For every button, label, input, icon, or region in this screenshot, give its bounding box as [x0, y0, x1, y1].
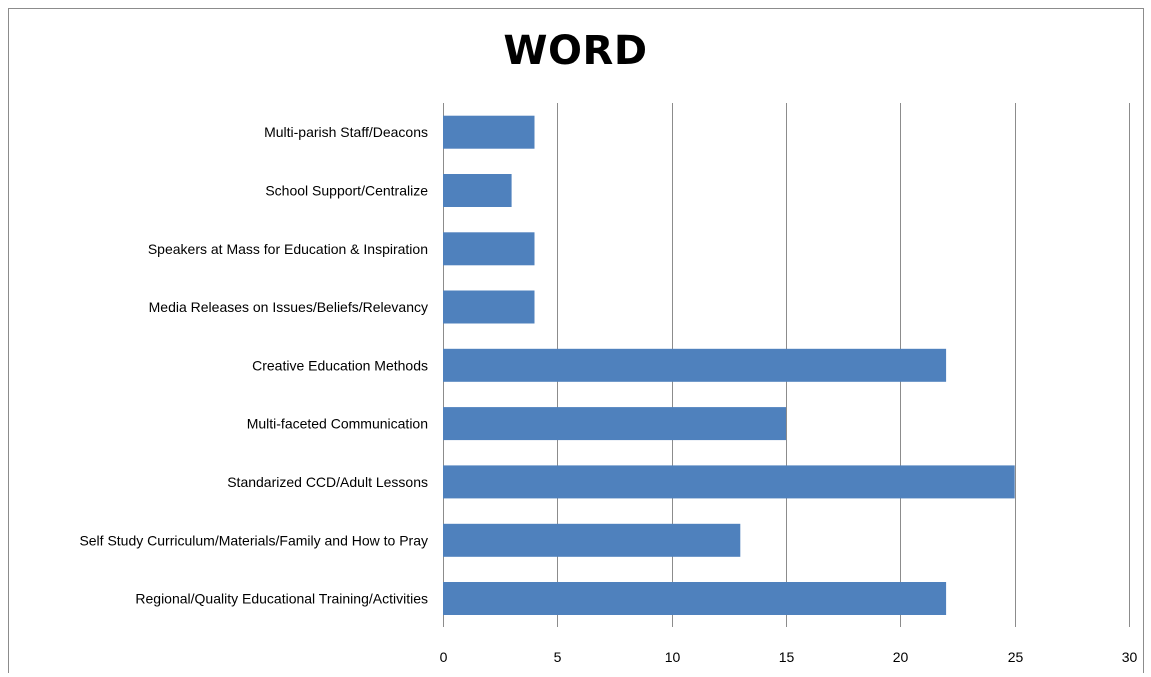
- category-label: School Support/Centralize: [265, 183, 428, 199]
- bar: [443, 232, 535, 266]
- category-label: Media Releases on Issues/Beliefs/Relevan…: [149, 299, 428, 315]
- bar: [443, 115, 535, 149]
- bar: [443, 582, 947, 615]
- x-tick-label: 30: [1122, 649, 1138, 665]
- bar: [443, 348, 947, 382]
- x-tick-label: 15: [779, 649, 795, 665]
- bar: [443, 523, 741, 557]
- category-label: Multi-parish Staff/Deacons: [264, 124, 428, 140]
- bars: [443, 115, 1015, 615]
- x-tick-label: 0: [440, 649, 448, 665]
- category-label: Standarized CCD/Adult Lessons: [227, 474, 428, 490]
- bar: [443, 407, 786, 441]
- x-tick-label: 25: [1008, 649, 1024, 665]
- category-label: Creative Education Methods: [252, 357, 428, 373]
- x-tick-label: 5: [554, 649, 562, 665]
- category-label: Multi-faceted Communication: [247, 416, 428, 432]
- bar: [443, 465, 1015, 499]
- x-axis-tick-labels: 0 5 10 15 20 25 30: [440, 649, 1138, 665]
- x-tick-label: 10: [665, 649, 681, 665]
- category-label: Speakers at Mass for Education & Inspira…: [148, 241, 428, 257]
- bar: [443, 174, 512, 207]
- chart-frame: [8, 8, 1144, 673]
- chart-title: WORD: [503, 28, 648, 74]
- category-label: Regional/Quality Educational Training/Ac…: [135, 591, 428, 607]
- bar: [443, 290, 535, 324]
- x-tick-label: 20: [893, 649, 909, 665]
- category-labels: Multi-parish Staff/Deacons School Support…: [79, 124, 428, 606]
- category-label: Self Study Curriculum/Materials/Family a…: [79, 532, 428, 548]
